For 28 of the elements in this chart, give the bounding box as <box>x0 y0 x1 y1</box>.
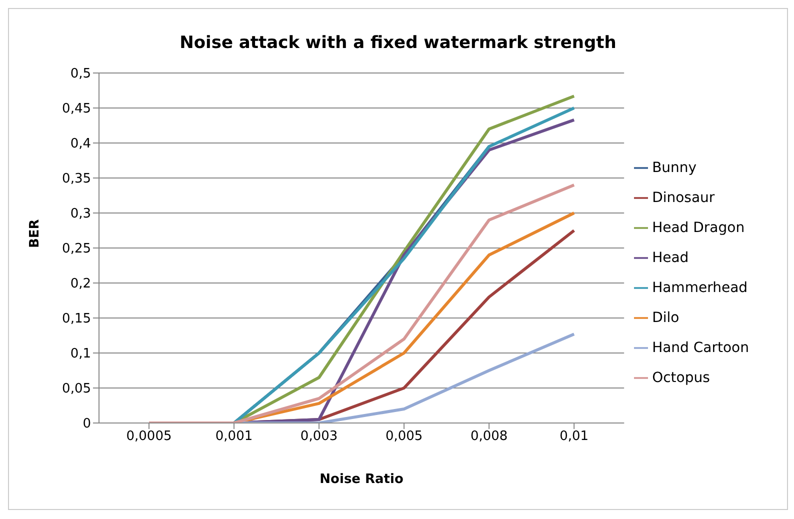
y-tick-label: 0,3 <box>70 206 91 222</box>
legend-label: Dinosaur <box>652 190 715 206</box>
legend-label: Head <box>652 250 689 266</box>
y-tick-label: 0,25 <box>62 242 91 257</box>
x-tick-label: 0,001 <box>215 429 253 444</box>
legend-label: Bunny <box>652 160 697 176</box>
y-tick-label: 0,1 <box>70 346 91 362</box>
y-tick-label: 0 <box>82 416 91 432</box>
x-axis-title: Noise Ratio <box>320 472 404 487</box>
y-tick-label: 0,4 <box>70 136 91 152</box>
y-tick-label: 0,2 <box>70 276 91 292</box>
y-axis-title: BER <box>28 219 43 248</box>
y-tick-label: 0,15 <box>62 312 91 327</box>
x-tick-label: 0,005 <box>385 429 423 444</box>
y-tick-label: 0,5 <box>70 66 91 82</box>
y-tick-label: 0,35 <box>62 172 91 187</box>
legend-label: Octopus <box>652 370 710 386</box>
x-tick-label: 0,0005 <box>126 429 172 444</box>
legend-label: Hammerhead <box>652 280 748 296</box>
legend-label: Dilo <box>652 310 680 326</box>
chart-title: Noise attack with a fixed watermark strength <box>178 33 618 53</box>
x-tick-label: 0,008 <box>470 429 508 444</box>
y-tick-label: 0,05 <box>62 382 91 397</box>
y-tick-label: 0,45 <box>62 102 91 117</box>
legend-label: Hand Cartoon <box>652 340 749 356</box>
x-tick-label: 0,003 <box>300 429 338 444</box>
legend-label: Head Dragon <box>652 220 745 236</box>
x-tick-label: 0,01 <box>560 429 589 444</box>
